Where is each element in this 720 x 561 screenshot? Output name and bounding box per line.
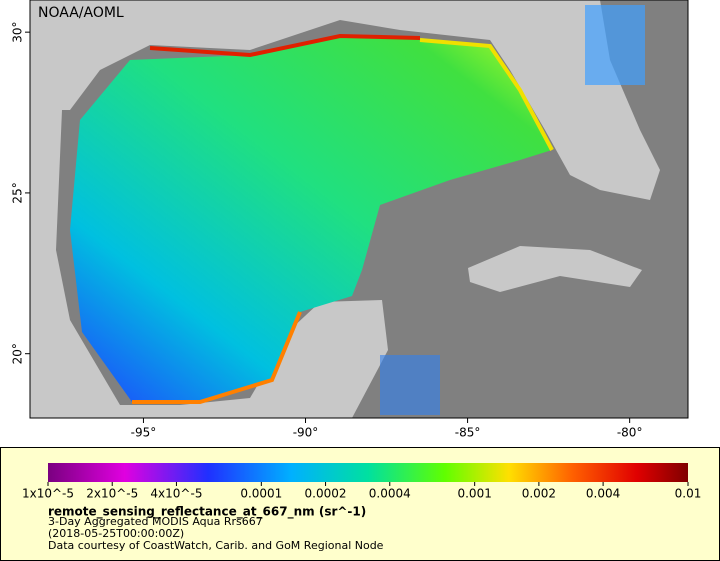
colorbar-tick-label: 1x10^-5	[22, 487, 74, 501]
colorbar-tick-label: 2x10^-5	[86, 487, 138, 501]
legend-title: remote_sensing_reflectance_at_667_nm (sr…	[48, 505, 366, 520]
gulf-data	[70, 35, 552, 402]
colorbar-tick-label: 0.0002	[305, 487, 347, 501]
coastal-orange	[132, 311, 302, 404]
x-tick-label: -80°	[617, 426, 643, 440]
coastal-yellow	[419, 38, 554, 151]
x-tick-label: -95°	[131, 426, 157, 440]
x-tick-label: -85°	[455, 426, 481, 440]
y-tick-label: 25°	[11, 182, 25, 203]
colorbar-tick-label: 0.002	[522, 487, 556, 501]
coastal-red	[149, 33, 421, 58]
legend-line: 3-Day Aggregated MODIS Aqua Rrs667	[48, 515, 263, 528]
legend-line: (2018-05-25T00:00:00Z)	[48, 527, 184, 540]
caribbean-data	[380, 355, 440, 415]
y-tick-label: 20°	[11, 343, 25, 364]
legend-line: Data courtesy of CoastWatch, Carib. and …	[48, 539, 384, 552]
colorbar-tick-label: 0.01	[675, 487, 702, 501]
x-tick-label: -90°	[293, 426, 319, 440]
land-mexico	[30, 110, 388, 418]
land-north	[30, 0, 660, 200]
colorbar-tick-label: 0.0004	[369, 487, 411, 501]
land-cuba	[468, 246, 642, 292]
atlantic-data	[585, 5, 645, 85]
colorbar-tick-label: 4x10^-5	[150, 487, 202, 501]
colorbar-tick-label: 0.0001	[240, 487, 282, 501]
colorbar	[48, 463, 688, 482]
credit: NOAA/AOML	[38, 5, 124, 21]
colorbar-tick-label: 0.001	[457, 487, 491, 501]
colorbar-tick-label: 0.004	[586, 487, 620, 501]
y-tick-label: 30°	[11, 22, 25, 43]
map: NOAA/AOML	[30, 0, 688, 418]
map-frame	[29, 0, 689, 419]
